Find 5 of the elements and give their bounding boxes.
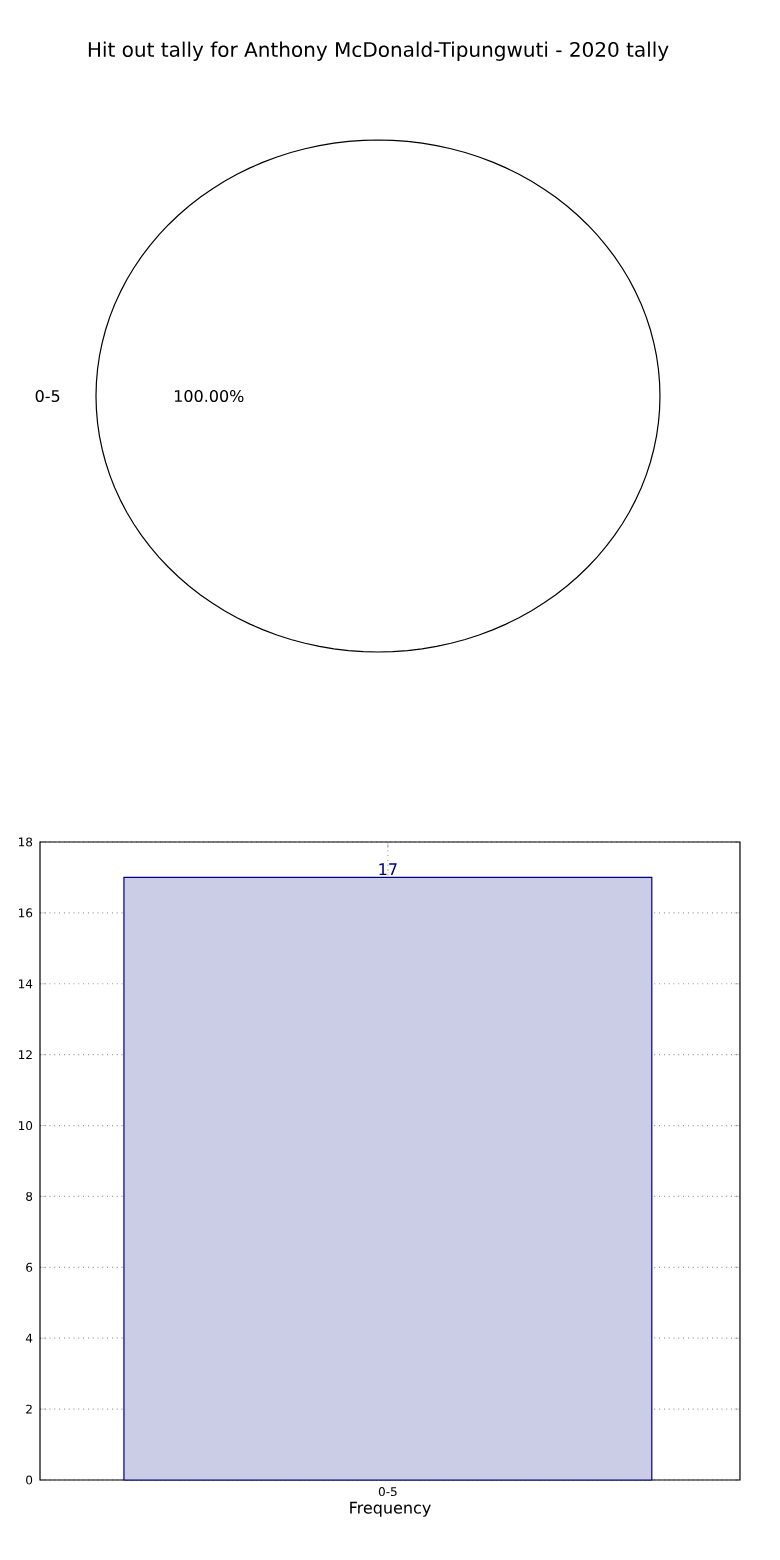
slice-label: 0-5 (35, 389, 60, 403)
x-axis-title: Frequency (350, 1501, 431, 1517)
chart-title: Hit out tally for Anthony McDonald-Tipungwuti - 2020 tally (88, 41, 669, 61)
data-label: 100.00% (174, 389, 244, 403)
data-label: 17 (379, 863, 397, 876)
